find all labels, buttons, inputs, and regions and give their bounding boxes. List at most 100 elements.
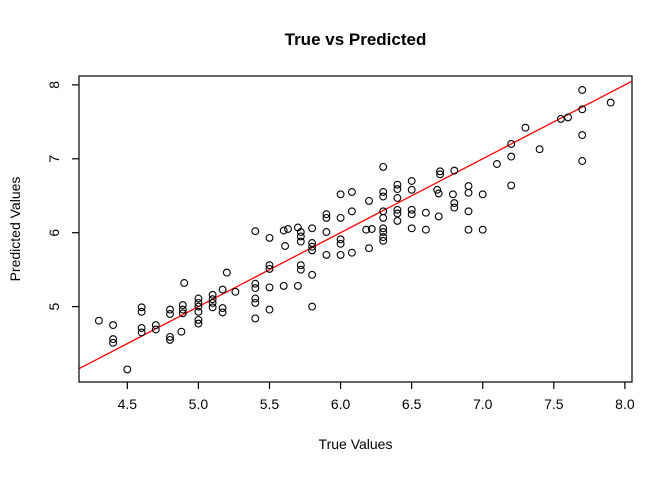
data-point xyxy=(308,239,317,247)
data-point xyxy=(448,190,457,199)
data-point xyxy=(336,190,345,199)
data-point xyxy=(379,162,388,171)
data-point xyxy=(336,235,345,244)
x-axis-label: True Values xyxy=(318,436,393,452)
data-point xyxy=(450,199,459,208)
x-tick-label: 6.5 xyxy=(402,396,422,412)
data-point xyxy=(218,285,227,294)
data-point xyxy=(194,319,203,328)
data-point xyxy=(347,188,356,196)
data-point xyxy=(379,192,388,201)
data-point xyxy=(178,309,187,318)
data-point xyxy=(464,182,473,191)
identity-line xyxy=(78,80,633,370)
data-point xyxy=(379,213,388,222)
data-point xyxy=(507,152,516,161)
data-point xyxy=(393,209,402,218)
chart-title: True vs Predicted xyxy=(284,30,427,49)
data-point xyxy=(194,298,203,307)
data-point xyxy=(336,213,345,222)
data-point xyxy=(336,250,345,259)
data-point xyxy=(407,210,416,219)
x-tick-label: 6.0 xyxy=(331,396,351,412)
data-point xyxy=(178,301,187,310)
data-point xyxy=(436,170,445,179)
data-point xyxy=(251,279,260,288)
data-point xyxy=(194,294,203,303)
data-point xyxy=(251,298,260,307)
data-point xyxy=(222,268,231,277)
x-tick-label: 5.0 xyxy=(189,396,209,412)
data-point xyxy=(265,264,274,273)
data-point xyxy=(296,228,305,236)
data-point xyxy=(578,86,587,94)
data-point xyxy=(478,225,487,234)
data-point xyxy=(578,157,587,165)
data-point xyxy=(151,321,160,330)
data-point xyxy=(347,248,356,257)
data-point xyxy=(231,287,240,296)
data-point xyxy=(218,308,227,317)
data-point xyxy=(379,188,388,196)
y-tick-label: 6 xyxy=(46,229,62,237)
plot-box xyxy=(78,75,633,383)
data-point xyxy=(178,305,187,314)
data-point xyxy=(535,145,544,154)
data-point xyxy=(265,305,274,314)
data-point xyxy=(279,281,288,290)
y-tick-label: 7 xyxy=(46,155,62,163)
data-point xyxy=(251,294,260,303)
data-point xyxy=(218,304,227,313)
data-point xyxy=(521,123,530,132)
data-point xyxy=(322,210,331,219)
data-point xyxy=(379,233,388,242)
data-point xyxy=(251,227,260,236)
data-point xyxy=(564,113,572,122)
data-point xyxy=(492,160,501,168)
x-tick-label: 7.5 xyxy=(544,396,564,412)
data-point xyxy=(436,167,445,176)
data-point xyxy=(265,283,274,292)
data-point xyxy=(265,261,274,270)
data-point xyxy=(556,114,565,123)
data-point xyxy=(308,242,317,251)
data-point xyxy=(308,270,317,279)
data-point xyxy=(393,216,402,225)
y-axis-label: Predicted Values xyxy=(7,176,23,282)
data-point xyxy=(336,239,345,248)
data-point xyxy=(166,305,174,314)
data-point xyxy=(464,225,473,234)
data-point xyxy=(177,327,186,336)
data-point xyxy=(109,338,118,347)
data-point xyxy=(296,237,305,246)
data-point xyxy=(208,303,217,312)
data-point xyxy=(464,188,473,197)
data-point xyxy=(137,307,146,316)
data-point xyxy=(308,224,317,233)
x-tick-label: 4.5 xyxy=(118,396,138,412)
x-tick-label: 5.5 xyxy=(260,396,280,412)
data-point xyxy=(434,189,443,198)
data-point xyxy=(180,279,189,287)
data-point xyxy=(166,310,174,318)
data-point xyxy=(507,140,516,148)
data-point xyxy=(194,302,203,311)
data-point xyxy=(421,208,430,217)
data-point xyxy=(322,213,331,222)
data-point xyxy=(296,232,305,241)
data-point xyxy=(379,224,388,233)
data-point xyxy=(365,244,373,253)
data-point xyxy=(166,335,174,344)
data-point xyxy=(421,225,430,234)
data-point xyxy=(322,228,331,236)
data-point xyxy=(365,196,373,205)
data-point xyxy=(296,265,305,274)
data-point xyxy=(347,207,356,216)
data-point xyxy=(109,335,118,344)
data-point xyxy=(166,332,174,341)
data-point xyxy=(393,194,402,202)
data-point xyxy=(279,226,288,235)
data-point xyxy=(194,307,203,316)
data-point xyxy=(362,225,371,234)
